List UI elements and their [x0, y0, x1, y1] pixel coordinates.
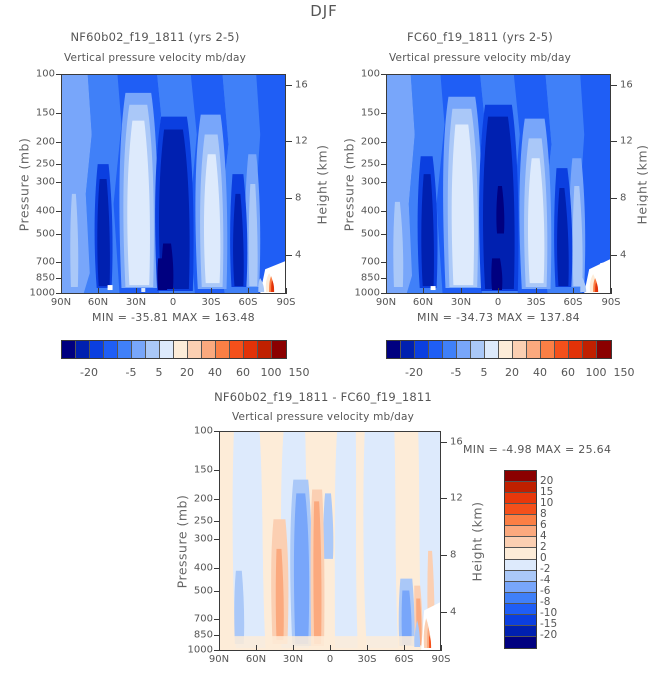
colorbar-segment-3 — [429, 341, 443, 358]
colorbar-difference-segment-15 — [505, 636, 536, 648]
colorbar-difference-segment-10 — [505, 581, 536, 593]
colorbar-difference-segment-5 — [505, 526, 536, 538]
colorbar-segment-5 — [132, 341, 146, 358]
panel-top-left-ylabel: Pressure (mb) — [16, 137, 32, 232]
colorbar-difference-segment-13 — [505, 614, 536, 626]
colorbar-difference-segment-9 — [505, 570, 536, 582]
colorbar-difference-segment-7 — [505, 548, 536, 560]
colorbar-difference-segment-11 — [505, 592, 536, 604]
colorbar-segment-13 — [569, 341, 583, 358]
panel-top-right-title: FC60_f19_1811 (yrs 2-5) — [407, 30, 553, 44]
colorbar-top-right-labels: -20 -5 5 20 40 60 100 150 — [405, 366, 635, 379]
panel-top-left-subtitle: Vertical pressure velocity mb/day — [63, 52, 247, 64]
panel-difference-title: NF60b02_f19_1811 - FC60_f19_1811 — [214, 390, 432, 404]
colorbar-segment-9 — [188, 341, 202, 358]
colorbar-segment-2 — [415, 341, 429, 358]
colorbar-difference[interactable] — [504, 470, 537, 649]
panel-top-left-title: NF60b02_f19_1811 (yrs 2-5) — [70, 30, 240, 44]
colorbar-difference-segment-2 — [505, 493, 536, 505]
colorbar-segment-3 — [104, 341, 118, 358]
colorbar-difference-segment-0 — [505, 471, 536, 483]
panel-difference-subtitle: Vertical pressure velocity mb/day — [231, 411, 415, 423]
colorbar-segment-2 — [90, 341, 104, 358]
figure-title: DJF — [310, 2, 338, 20]
panel-top-right-minmax: MIN = -34.73 MAX = 137.84 — [417, 311, 580, 324]
panel-top-right-contours — [387, 75, 610, 293]
panel-difference-plot[interactable] — [219, 431, 441, 651]
colorbar-difference-segment-3 — [505, 504, 536, 516]
colorbar-segment-5 — [457, 341, 471, 358]
panel-difference-rlabel: Height (km) — [469, 501, 485, 582]
panel-difference-ylabel: Pressure (mb) — [174, 494, 190, 589]
panel-top-right-subtitle: Vertical pressure velocity mb/day — [388, 52, 572, 64]
colorbar-segment-14 — [583, 341, 597, 358]
colorbar-segment-7 — [160, 341, 174, 358]
colorbar-segment-7 — [485, 341, 499, 358]
colorbar-segment-6 — [146, 341, 160, 358]
panel-top-right-rlabel: Height (km) — [634, 144, 648, 225]
colorbar-difference-segment-8 — [505, 559, 536, 571]
panel-top-right-ylabel: Pressure (mb) — [341, 137, 357, 232]
colorbar-top-right[interactable] — [386, 340, 612, 359]
panel-top-left-minmax: MIN = -35.81 MAX = 163.48 — [92, 311, 255, 324]
colorbar-segment-8 — [174, 341, 188, 358]
colorbar-difference-segment-14 — [505, 625, 536, 637]
colorbar-segment-13 — [244, 341, 258, 358]
colorbar-segment-10 — [202, 341, 216, 358]
panel-difference-contours — [220, 432, 440, 650]
colorbar-segment-4 — [443, 341, 457, 358]
panel-top-left-rlabel: Height (km) — [314, 144, 330, 225]
colorbar-segment-1 — [401, 341, 415, 358]
colorbar-top-left[interactable] — [61, 340, 287, 359]
colorbar-difference-segment-6 — [505, 537, 536, 549]
colorbar-segment-1 — [76, 341, 90, 358]
colorbar-difference-segment-12 — [505, 603, 536, 615]
colorbar-top-left-labels: -20 -5 5 20 40 60 100 150 — [80, 366, 310, 379]
colorbar-segment-0 — [387, 341, 401, 358]
colorbar-segment-8 — [499, 341, 513, 358]
colorbar-segment-11 — [541, 341, 555, 358]
colorbar-segment-4 — [118, 341, 132, 358]
colorbar-difference-segment-4 — [505, 515, 536, 527]
colorbar-difference-labels: 20 15 10 8 6 4 2 0 -2 -4 -6 -8 -10 -15 -… — [540, 475, 558, 641]
colorbar-segment-6 — [471, 341, 485, 358]
panel-top-left-plot[interactable] — [61, 74, 286, 294]
colorbar-segment-9 — [513, 341, 527, 358]
colorbar-segment-10 — [527, 341, 541, 358]
colorbar-segment-14 — [258, 341, 272, 358]
colorbar-segment-11 — [216, 341, 230, 358]
colorbar-segment-12 — [230, 341, 244, 358]
panel-top-right-plot[interactable] — [386, 74, 611, 294]
colorbar-segment-0 — [62, 341, 76, 358]
colorbar-segment-12 — [555, 341, 569, 358]
colorbar-segment-15 — [272, 341, 286, 358]
panel-difference-minmax: MIN = -4.98 MAX = 25.64 — [463, 443, 612, 456]
colorbar-segment-15 — [597, 341, 611, 358]
colorbar-difference-segment-1 — [505, 482, 536, 494]
panel-top-left-contours — [62, 75, 285, 293]
